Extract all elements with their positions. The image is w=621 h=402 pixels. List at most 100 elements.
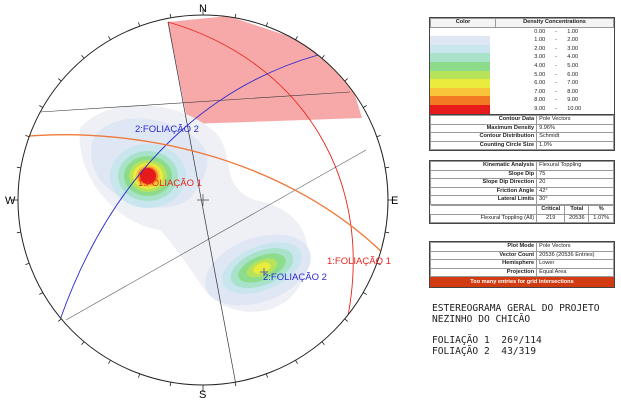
degree-tick [363, 292, 367, 295]
caption-foliation-2: FOLIAÇÃO 2 43/319 [432, 346, 536, 357]
legend-swatch [430, 96, 490, 105]
pole-label-foliation-2: 2:FOLIAÇÃO 2 [263, 272, 327, 283]
legend-from: 4.00 [534, 62, 546, 69]
legend-row: 4.00 - 5.00 [430, 61, 614, 71]
critical-row-label: Flexural Toppling (All) [429, 213, 538, 224]
legend-to: 3.00 [567, 45, 579, 52]
degree-tick [376, 262, 381, 266]
pole-marker [260, 268, 268, 276]
legend-dash: - [555, 62, 558, 69]
kinematic-value: 20 [536, 178, 614, 188]
legend-from: 8.00 [534, 97, 546, 104]
plot-info: Plot Mode Pole Vectors Vector Count 20536 (… [429, 241, 615, 289]
legend-from: 0.00 [534, 28, 546, 35]
kinematic-row: Lateral Limits 30° [429, 195, 614, 205]
plot-label: Vector Count [429, 250, 538, 261]
plane-label-foliation-2: 2:FOLIAÇÃO 2 [135, 124, 199, 135]
legend-from: 2.00 [534, 45, 546, 52]
degree-ticks [11, 8, 395, 392]
critical-header: Critical [536, 204, 566, 215]
plot-row: Hemisphere Lower [429, 259, 614, 269]
degree-tick [169, 382, 172, 387]
plot-row: Vector Count 20536 (20536 Entries) [429, 250, 614, 261]
degree-tick [25, 262, 30, 266]
legend-swatch [430, 70, 490, 80]
degree-tick [295, 36, 298, 40]
plot-label: Plot Mode [429, 242, 538, 252]
legend-dash: - [555, 71, 558, 78]
legend-swatch [430, 87, 490, 97]
lateral-limit-line [167, 21, 237, 385]
legend-from: 5.00 [534, 71, 546, 78]
caption-title-1: ESTEREOGRAMA GERAL DO PROJETO [432, 303, 600, 314]
legend-dash: - [555, 28, 558, 35]
legend-row: 6.00 - 7.00 [430, 79, 614, 88]
legend-to: 10.00 [567, 105, 582, 112]
lateral-limit-line [65, 149, 367, 321]
degree-tick [57, 78, 62, 82]
kinematic-row: Friction Angle 42° [429, 186, 614, 197]
legend-dash: - [555, 54, 558, 61]
foliation-2-plane [59, 54, 319, 321]
legend-to: 7.00 [567, 80, 579, 87]
kinematic-value: Flexural Toppling [536, 161, 614, 171]
lateral-limit-line [39, 91, 351, 113]
compass-e: E [391, 195, 398, 207]
degree-tick [234, 382, 237, 387]
degree-tick [137, 22, 141, 27]
contour-value: Pole Vectors [536, 115, 614, 125]
kinematic-label: Slope Dip [429, 169, 538, 180]
contour-label: Contour Data [429, 115, 538, 125]
legend-dash: - [555, 105, 558, 112]
plot-value: 20536 (20536 Entries) [536, 250, 614, 261]
legend-swatch [430, 53, 490, 62]
degree-tick [344, 78, 349, 82]
contour-row: Contour Data Pole Vectors [429, 115, 614, 125]
kinematic-value: 75 [536, 169, 614, 180]
legend-row: 3.00 - 4.00 [430, 53, 614, 62]
degree-tick [81, 54, 85, 59]
legend-to: 1.00 [567, 28, 579, 35]
legend-header-density: Density Concentrations [495, 18, 614, 28]
kinematic-label: Kinematic Analysis [429, 161, 538, 171]
legend-dash: - [555, 80, 558, 87]
kinematic-info: Kinematic Analysis Flexural Toppling Slope… [429, 160, 615, 225]
legend-header-color: Color [430, 18, 496, 28]
degree-tick [57, 318, 62, 322]
critical-table: Critical Total % Flexural Toppling (All)… [429, 204, 614, 224]
kinematic-row: Slope Dip 75 [429, 169, 614, 180]
contour-label: Contour Distribution [429, 132, 538, 142]
legend-row: 2.00 - 3.00 [430, 44, 614, 54]
legend-dash: - [555, 97, 558, 104]
degree-tick [16, 231, 21, 234]
degree-tick [39, 292, 43, 295]
degree-tick [385, 166, 390, 169]
degree-tick [321, 54, 325, 59]
plot-label: Projection [429, 267, 538, 278]
degree-tick [16, 166, 21, 169]
legend-row: 0.00 - 1.00 [430, 27, 614, 37]
plot-value: Equal Area [536, 267, 614, 278]
plot-value: Lower [536, 259, 614, 269]
legend-to: 2.00 [567, 37, 579, 44]
legend-from: 1.00 [534, 37, 546, 44]
legend-from: 6.00 [534, 80, 546, 87]
degree-tick [265, 373, 269, 378]
kinematic-value: 30° [536, 195, 614, 205]
legend-dash: - [555, 45, 558, 52]
pole-label-foliation-1: 1:FOLIAÇÃO 1 [138, 178, 202, 189]
compass-n: N [199, 3, 207, 15]
kinematic-label: Friction Angle [429, 186, 538, 197]
degree-tick [108, 36, 111, 40]
density-contours [79, 105, 311, 312]
contour-value: 1.0% [536, 140, 614, 151]
degree-tick [295, 360, 298, 364]
legend-from: 9.00 [534, 105, 546, 112]
percent-header: % [588, 204, 614, 215]
degree-tick [344, 318, 349, 322]
degree-tick [39, 105, 43, 108]
legend-row: 1.00 - 2.00 [430, 36, 614, 45]
legend-to: 8.00 [567, 88, 579, 95]
caption-foliation-1: FOLIAÇÃO 1 26º/114 [432, 335, 542, 346]
contour-row: Contour Distribution Schmidt [429, 132, 614, 142]
